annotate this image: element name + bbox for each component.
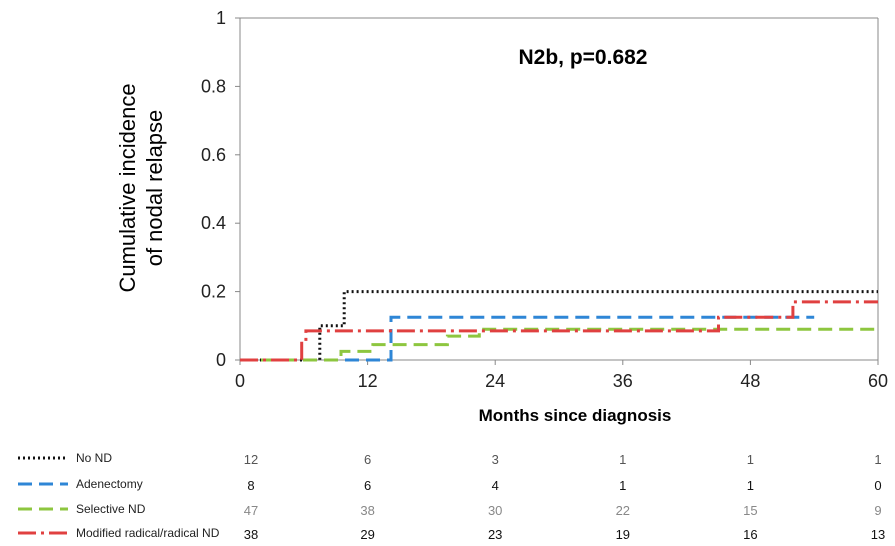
at-risk-count: 3: [492, 452, 499, 467]
y-tick-label: 0: [216, 350, 226, 370]
series-line-no-nd: [240, 290, 878, 362]
y-axis-label-line-1: Cumulative incidence: [115, 83, 140, 292]
series-lines: [240, 290, 878, 362]
at-risk-count: 30: [488, 503, 502, 518]
y-axis-label-line-2: of nodal relapse: [142, 110, 167, 267]
series-line-adenectomy: [240, 315, 815, 362]
y-tick-label: 0.2: [201, 282, 226, 302]
x-tick-label: 36: [613, 371, 633, 391]
at-risk-count: 12: [244, 452, 258, 467]
at-risk-count: 6: [364, 478, 371, 493]
y-tick-label: 1: [216, 8, 226, 28]
at-risk-count: 15: [743, 503, 757, 518]
x-axis-label: Months since diagnosis: [479, 406, 672, 425]
y-tick-label: 0.6: [201, 145, 226, 165]
at-risk-count: 13: [871, 527, 885, 542]
legend-label: Selective ND: [76, 502, 146, 516]
x-tick-label: 48: [740, 371, 760, 391]
chart-title: N2b, p=0.682: [519, 46, 648, 69]
x-ticks: 0 12 24 36 48 60: [235, 360, 888, 391]
at-risk-count: 38: [360, 503, 374, 518]
at-risk-count: 19: [616, 527, 630, 542]
at-risk-count: 6: [364, 452, 371, 467]
y-ticks: 0 0.2 0.4 0.6 0.8 1: [201, 8, 240, 370]
y-tick-label: 0.4: [201, 213, 226, 233]
x-tick-label: 0: [235, 371, 245, 391]
at-risk-count: 0: [874, 478, 881, 493]
plot-frame: [239, 17, 879, 361]
at-risk-count: 47: [244, 503, 258, 518]
series-line-modified-radical-radical-nd: [240, 300, 878, 362]
y-tick-label: 0.8: [201, 76, 226, 96]
at-risk-count: 1: [747, 478, 754, 493]
x-tick-label: 12: [358, 371, 378, 391]
x-tick-label: 24: [485, 371, 505, 391]
at-risk-count: 9: [874, 503, 881, 518]
at-risk-count: 1: [619, 478, 626, 493]
at-risk-count: 1: [619, 452, 626, 467]
at-risk-count: 16: [743, 527, 757, 542]
legend-label: Adenectomy: [76, 477, 143, 491]
series-line-selective-nd: [240, 327, 878, 362]
legend-label: No ND: [76, 451, 112, 465]
at-risk-count: 29: [360, 527, 374, 542]
legend-label: Modified radical/radical ND: [76, 526, 220, 540]
at-risk-count: 8: [247, 478, 254, 493]
x-tick-label: 60: [868, 371, 888, 391]
legend-and-risk-table: No ND 12 6 3 1 1 1 Adenectomy 8 6 4 1 1 0 Selective ND…: [18, 451, 885, 542]
at-risk-count: 22: [616, 503, 630, 518]
at-risk-count: 38: [244, 527, 258, 542]
at-risk-count: 23: [488, 527, 502, 542]
at-risk-count: 1: [874, 452, 881, 467]
at-risk-count: 4: [492, 478, 499, 493]
at-risk-count: 1: [747, 452, 754, 467]
